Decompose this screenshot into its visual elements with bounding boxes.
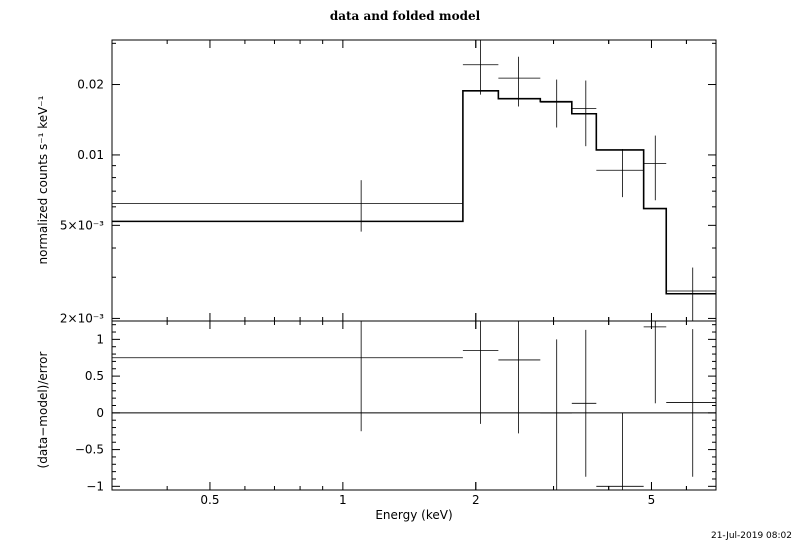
bottom-ticks: 0.5 1 2 5 1 0.5 0 −0.5 −1 <box>75 321 717 507</box>
residual-point <box>540 339 572 490</box>
residual-points <box>112 321 716 490</box>
chart-title: data and folded model <box>330 9 481 23</box>
x-tick-label: 5 <box>648 493 656 507</box>
top-y-tick-label: 2×10⁻³ <box>60 311 104 325</box>
residual-point <box>666 329 716 477</box>
bottom-y-tick-label: 0.5 <box>85 369 104 383</box>
xlabel: Energy (keV) <box>375 508 452 522</box>
bottom-ylabel: (data−model)/error <box>36 351 50 468</box>
residual-point <box>462 321 499 424</box>
bottom-y-tick-label: 1 <box>96 332 104 346</box>
bottom-y-tick-label: −0.5 <box>75 443 104 457</box>
top-panel-frame <box>111 39 717 322</box>
data-point <box>462 40 499 95</box>
residual-point <box>643 321 667 404</box>
top-ylabel: normalized counts s⁻¹ keV⁻¹ <box>36 95 50 264</box>
bottom-panel-frame <box>111 320 717 491</box>
top-ticks: 0.02 0.01 5×10⁻³ 2×10⁻³ <box>60 40 717 325</box>
bottom-panel: 0.5 1 2 5 1 0.5 0 −0.5 −1 (data−model)/error Ene… <box>36 320 717 522</box>
x-tick-label: 1 <box>339 493 347 507</box>
model-step-curve <box>112 90 716 295</box>
bottom-y-tick-label: 0 <box>96 406 104 420</box>
x-tick-label: 2 <box>472 493 480 507</box>
top-data-points <box>112 40 716 321</box>
residual-point <box>112 321 463 432</box>
data-point <box>596 149 644 198</box>
data-point <box>112 180 463 232</box>
top-y-tick-label: 0.02 <box>77 78 104 92</box>
data-point <box>643 135 667 201</box>
bottom-y-tick-label: −1 <box>86 479 104 493</box>
top-panel: 0.02 0.01 5×10⁻³ 2×10⁻³ normalized counts s… <box>36 39 717 325</box>
top-y-tick-label: 5×10⁻³ <box>60 218 104 232</box>
x-tick-label: 0.5 <box>200 493 219 507</box>
residual-point <box>571 329 597 477</box>
data-point <box>540 79 572 128</box>
residual-point <box>596 412 644 490</box>
top-y-tick-label: 0.01 <box>77 148 104 162</box>
residual-point <box>498 321 541 434</box>
timestamp: 21-Jul-2019 08:02 <box>711 531 792 541</box>
